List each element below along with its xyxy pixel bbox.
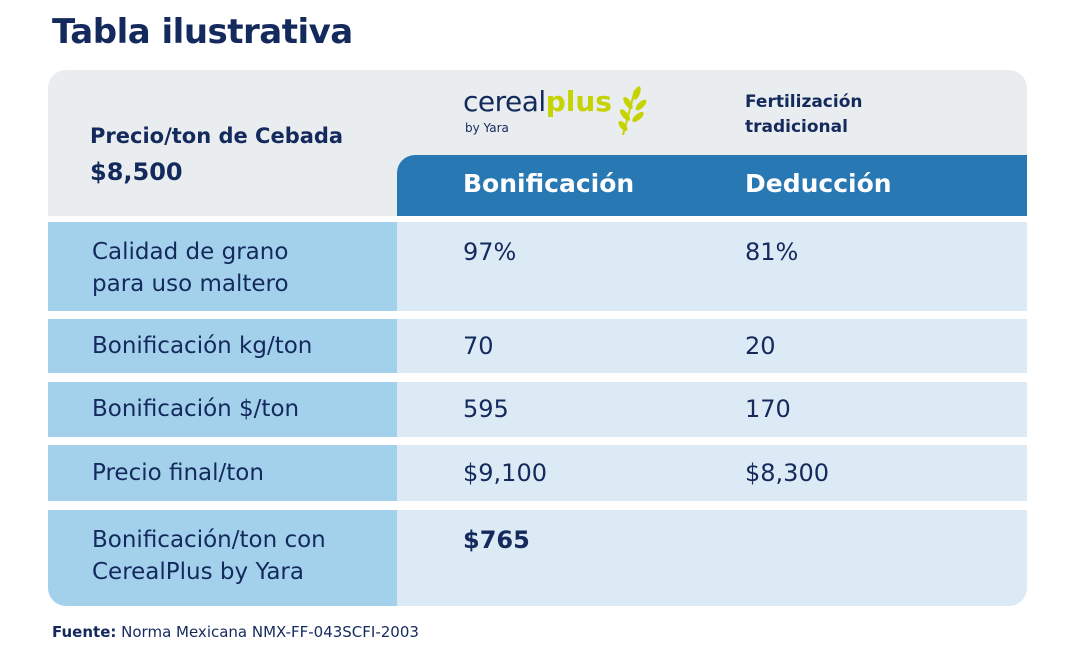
cell-deduccion: 170 [745, 395, 791, 423]
comparison-table: Precio/ton de Cebada $8,500 cerealplus b… [48, 70, 1027, 606]
row-label: Bonificación $/ton [92, 396, 300, 422]
cell-bonificacion: 97% [463, 238, 517, 266]
source-note: Fuente: Norma Mexicana NMX-FF-043SCFI-20… [52, 623, 419, 641]
price-value: $8,500 [90, 158, 183, 186]
traditional-line-1: Fertilización [745, 92, 863, 112]
cerealplus-logo: cerealplus by Yara [463, 85, 647, 135]
cell-bonificacion: 595 [463, 395, 509, 423]
row-label: Calidad de grano para uso maltero [92, 239, 289, 297]
column-header-bonificacion: Bonificación [463, 169, 635, 198]
logo-word-plus: plus [545, 85, 612, 118]
page-title: Tabla ilustrativa [52, 12, 353, 52]
cell-deduccion: 20 [745, 332, 776, 360]
cell-bonificacion: $765 [463, 526, 530, 554]
wheat-icon [618, 86, 647, 135]
column-header-deduccion: Deducción [745, 169, 892, 198]
cell-deduccion: $8,300 [745, 459, 829, 487]
row-label: Precio final/ton [92, 460, 264, 486]
table-row: Bonificación/ton con CerealPlus by Yara … [48, 510, 1027, 606]
logo-word-cereal: cereal [463, 85, 546, 118]
table-header: Precio/ton de Cebada $8,500 cerealplus b… [48, 70, 1027, 216]
source-label: Fuente: [52, 623, 117, 641]
price-label-text: Precio/ton de Cebada [90, 124, 344, 148]
table-row: Calidad de grano para uso maltero 97% 81… [48, 222, 1027, 311]
logo-by-yara: by Yara [465, 121, 509, 135]
source-text: Norma Mexicana NMX-FF-043SCFI-2003 [121, 623, 419, 641]
table-row: Bonificación $/ton 595 170 [48, 382, 1027, 437]
traditional-line-2: tradicional [745, 117, 848, 137]
column-header-band: Bonificación Deducción [397, 155, 1027, 216]
price-label: Precio/ton de Cebada $8,500 [90, 118, 343, 190]
row-label: Bonificación kg/ton [92, 333, 313, 359]
table-row: Bonificación kg/ton 70 20 [48, 319, 1027, 373]
row-label: Bonificación/ton con CerealPlus by Yara [92, 527, 326, 585]
traditional-header: Fertilización tradicional [745, 90, 863, 140]
table-row: Precio final/ton $9,100 $8,300 [48, 445, 1027, 501]
cell-bonificacion: 70 [463, 332, 494, 360]
cell-deduccion: 81% [745, 238, 799, 266]
cell-bonificacion: $9,100 [463, 459, 547, 487]
